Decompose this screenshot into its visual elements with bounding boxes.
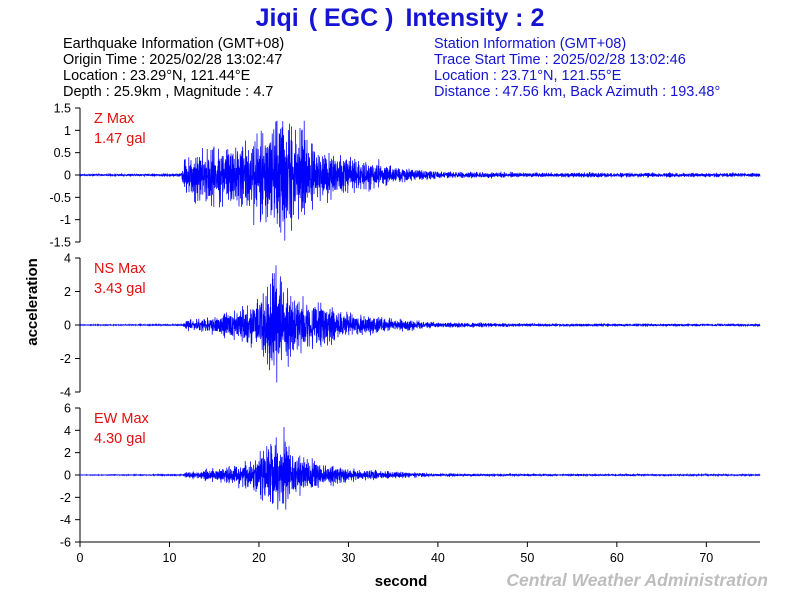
y-tick-label: 2 [64,446,71,460]
y-tick-label: 1.5 [54,102,71,116]
waveform-panels: 1.5 1 0.5 0 -0.5 -1 -1.5 Z Max 1.47 gal 4 2 0 -2 -4 NS… [49,102,761,550]
x-tick-label: 40 [431,551,445,565]
eq-info-heading: Earthquake Information (GMT+08) [63,36,284,52]
x-tick-label: 0 [77,551,84,565]
y-tick-label: 4 [64,252,71,266]
panel-ew: 6 4 2 0 -2 -4 -6 EW Max 4.30 gal [60,402,761,550]
station-location: Location : 23.71°N, 121.55°E [434,68,622,84]
y-tick-label: -2 [60,352,71,366]
station-name: Jiqi [256,4,299,32]
y-tick-label: -1 [60,213,71,227]
eq-location: Location : 23.29°N, 121.44°E [63,68,251,84]
agency-label: Central Weather Administration [506,570,768,590]
x-tick-label: 50 [520,551,534,565]
y-tick-label: 1 [64,124,71,138]
x-tick-label: 30 [341,551,355,565]
max-value-ns: 3.43 gal [94,281,146,297]
earthquake-info: Earthquake Information (GMT+08) Origin T… [63,36,284,100]
y-axis-label: acceleration [24,258,41,346]
max-value-z: 1.47 gal [94,131,146,147]
station-info-heading: Station Information (GMT+08) [434,36,626,52]
waveform-trace-ns [79,265,761,383]
station-code: ( EGC ) [309,4,394,32]
x-axis-label: second [375,573,428,590]
y-tick-label: 0 [64,319,71,333]
y-tick-label: -6 [60,536,71,550]
eq-origin-time: Origin Time : 2025/02/28 13:02:47 [63,52,282,68]
max-label-ew: EW Max [94,411,150,427]
y-tick-label: -1.5 [49,236,71,250]
x-tick-label: 60 [610,551,624,565]
y-tick-label: -0.5 [49,191,71,205]
max-label-z: Z Max [94,111,135,127]
chart-title: Jiqi ( EGC ) Intensity : 2 [256,4,545,32]
station-trace-start: Trace Start Time : 2025/02/28 13:02:46 [434,52,686,68]
y-tick-label: 0 [64,169,71,183]
x-tick-label: 70 [699,551,713,565]
y-tick-label: 4 [64,424,71,438]
y-tick-label: 0.5 [54,146,71,160]
x-tick-label: 10 [163,551,177,565]
station-distance-azimuth: Distance : 47.56 km, Back Azimuth : 193.… [434,84,720,100]
y-tick-label: -4 [60,513,71,527]
eq-depth-magnitude: Depth : 25.9km , Magnitude : 4.7 [63,84,273,100]
max-label-ns: NS Max [94,261,146,277]
panel-z: 1.5 1 0.5 0 -0.5 -1 -1.5 Z Max 1.47 gal [49,102,761,250]
y-tick-label: 6 [64,402,71,416]
waveform-trace-z [79,120,761,241]
y-tick-label: -4 [60,386,71,400]
x-tick-label: 20 [252,551,266,565]
y-tick-label: 2 [64,285,71,299]
panel-ns: 4 2 0 -2 -4 NS Max 3.43 gal [60,252,761,400]
y-tick-label: 0 [64,469,71,483]
x-axis: 0 10 20 30 40 50 60 70 [77,541,760,565]
station-info: Station Information (GMT+08) Trace Start… [434,36,720,100]
y-tick-label: -2 [60,491,71,505]
max-value-ew: 4.30 gal [94,431,146,447]
waveform-trace-ew [79,426,761,510]
intensity-label: Intensity : 2 [405,4,544,32]
